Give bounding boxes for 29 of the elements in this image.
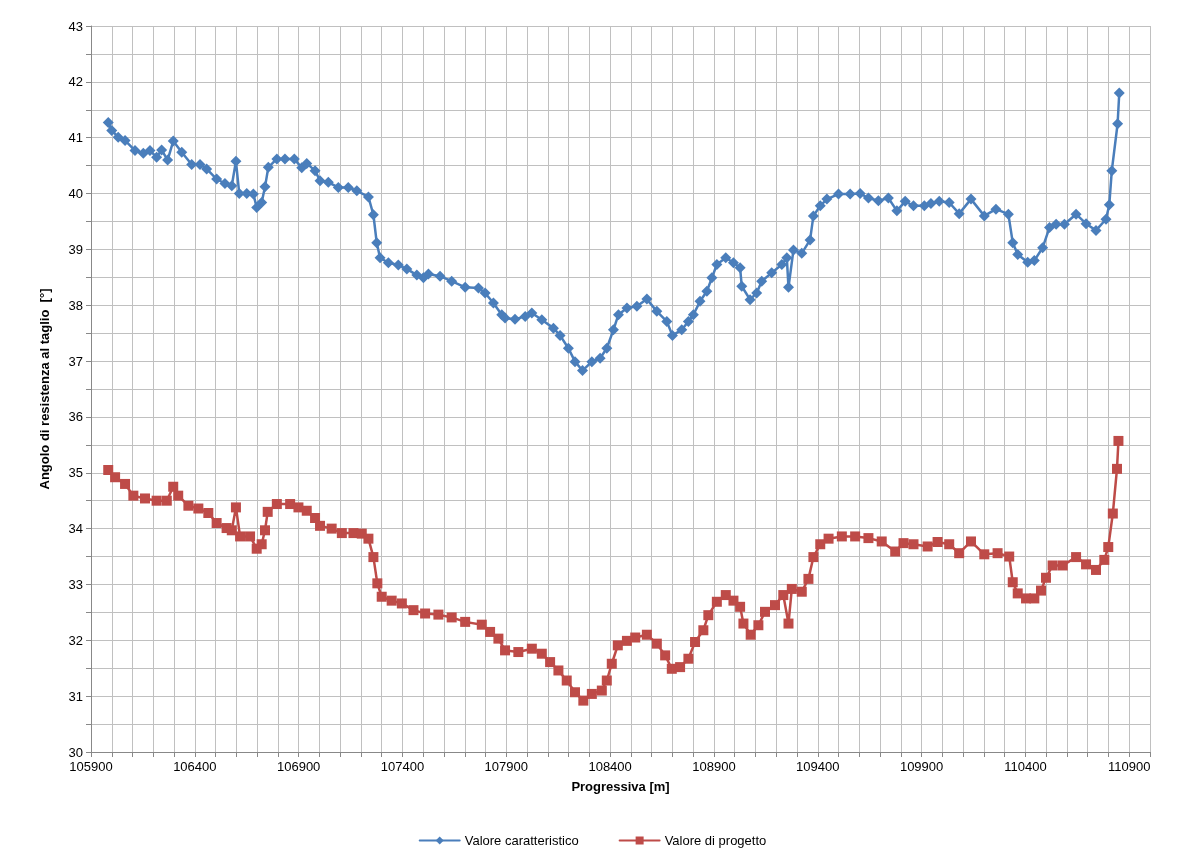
x-tick-label: 106400 (173, 759, 217, 774)
legend-label: Valore caratteristico (464, 833, 579, 848)
y-tick-label: 32 (68, 632, 83, 648)
y-tick-label: 40 (68, 186, 83, 202)
x-tick-label: 110400 (1004, 759, 1047, 774)
y-tick-label: 34 (68, 521, 83, 537)
y-tick-label: 31 (68, 688, 83, 704)
x-tick-label: 108900 (692, 759, 736, 774)
y-axis-title: Angolo di resistenza al taglio [°] (37, 288, 52, 490)
legend-label: Valore di progetto (664, 833, 767, 848)
x-tick-label: 107400 (380, 759, 425, 774)
x-tick-label: 109900 (899, 759, 944, 774)
y-tick-label: 42 (68, 74, 83, 90)
y-tick-label: 36 (68, 409, 83, 425)
x-tick-label: 108400 (588, 759, 632, 774)
y-tick-label: 35 (68, 465, 83, 481)
y-tick-label: 39 (68, 241, 83, 257)
x-tick-label: 109400 (796, 759, 840, 774)
y-tick-label: 37 (68, 353, 83, 369)
x-axis-title: Progressiva [m] (571, 779, 670, 794)
y-tick-label: 43 (68, 18, 83, 34)
x-tick-label: 106900 (276, 759, 321, 774)
y-tick-label: 38 (68, 297, 83, 313)
x-tick-label: 107900 (484, 759, 528, 774)
y-tick-label: 30 (68, 744, 83, 760)
x-tick-label: 110900 (1108, 759, 1151, 774)
x-tick-label: 105900 (69, 759, 113, 774)
y-tick-label: 41 (68, 130, 83, 146)
y-tick-label: 33 (68, 576, 83, 592)
